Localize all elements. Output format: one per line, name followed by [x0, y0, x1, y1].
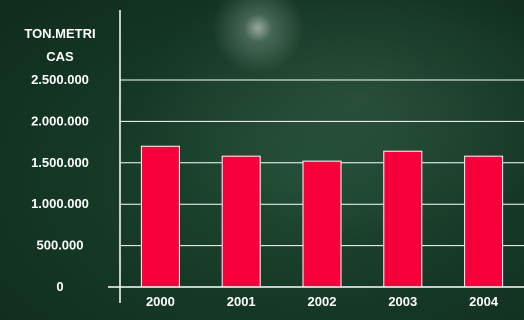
y-axis-label-line-1: TON.METRI — [24, 26, 95, 41]
bar-2002 — [302, 160, 342, 288]
x-tick-label: 2002 — [308, 294, 337, 309]
y-tick-label: 500.000 — [37, 238, 84, 253]
y-tick-label: 0 — [56, 279, 63, 294]
x-tick-label: 2004 — [469, 294, 499, 309]
y-tick-label: 1.500.000 — [31, 155, 89, 170]
x-tick-label: 2001 — [227, 294, 256, 309]
y-tick-label: 1.000.000 — [31, 196, 89, 211]
bar-2004 — [464, 155, 504, 288]
bar-2003 — [383, 150, 423, 288]
y-tick-label: 2.500.000 — [31, 72, 89, 87]
x-tick-label: 2000 — [146, 294, 175, 309]
x-tick-label: 2003 — [388, 294, 417, 309]
bar-2000 — [140, 145, 180, 288]
y-tick-label: 2.000.000 — [31, 113, 89, 128]
y-axis-label-line-2: CAS — [46, 49, 74, 64]
bar-2001 — [221, 155, 261, 288]
